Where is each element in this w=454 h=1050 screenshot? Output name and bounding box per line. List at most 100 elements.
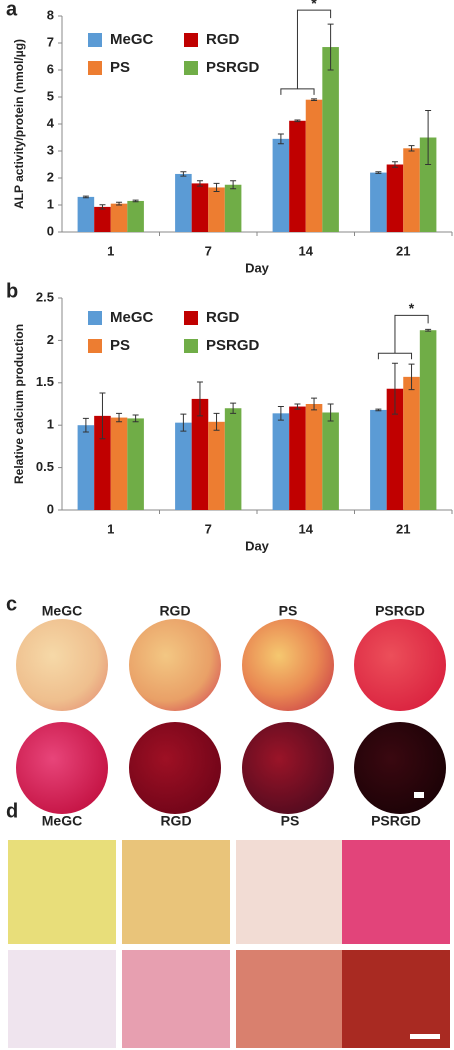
error-bar xyxy=(230,180,237,190)
y-axis-title: ALP activity/protein (nmol/µg) xyxy=(12,39,26,209)
bar xyxy=(403,148,420,232)
legend-swatch xyxy=(88,61,102,75)
y-axis-title: Relative calcium production xyxy=(12,324,26,484)
x-tick-label: 1 xyxy=(107,521,114,536)
stain-well xyxy=(354,722,446,814)
bar xyxy=(305,99,323,232)
column-label: PS xyxy=(281,813,300,829)
micrograph xyxy=(342,950,450,1048)
micrograph xyxy=(122,840,230,944)
y-tick-label: 0 xyxy=(47,223,54,238)
legend-label: PS xyxy=(110,59,130,76)
error-bar xyxy=(311,397,318,411)
micrograph xyxy=(122,950,230,1048)
error-bar xyxy=(277,406,284,421)
y-tick-label: 2 xyxy=(47,332,54,347)
bar xyxy=(110,203,128,232)
error-bar xyxy=(180,413,187,432)
error-bar xyxy=(213,412,220,431)
error-bar xyxy=(294,119,301,123)
error-bar xyxy=(116,412,123,423)
error-bar xyxy=(132,414,139,423)
error-bar xyxy=(277,133,284,145)
bar xyxy=(370,172,387,232)
error-bar xyxy=(375,171,382,174)
error-bar xyxy=(99,204,106,210)
panel-d-images xyxy=(8,840,450,1048)
legend-swatch xyxy=(184,339,198,353)
stain-well xyxy=(242,619,334,711)
legend-swatch xyxy=(184,311,198,325)
legend-label: RGD xyxy=(206,31,240,48)
bar xyxy=(272,413,290,510)
bar xyxy=(305,404,323,510)
error-bar xyxy=(425,328,432,332)
y-tick-label: 3 xyxy=(47,142,54,157)
error-bar xyxy=(391,161,398,168)
legend-swatch xyxy=(184,61,198,75)
scale-bar xyxy=(414,792,424,798)
y-tick-label: 8 xyxy=(47,7,54,22)
bar xyxy=(224,408,242,510)
significance-bracket xyxy=(377,314,429,360)
bar xyxy=(110,417,128,510)
bar xyxy=(191,398,209,510)
legend-label: MeGC xyxy=(110,309,154,326)
legend-label: PSRGD xyxy=(206,59,260,76)
micrograph xyxy=(236,950,344,1048)
error-bar xyxy=(116,201,123,206)
legend-label: PS xyxy=(110,337,130,354)
column-label: MeGC xyxy=(42,813,82,829)
bar xyxy=(208,421,225,510)
bar xyxy=(419,137,437,232)
stain-well xyxy=(129,619,221,711)
bar xyxy=(322,412,339,510)
stain-well xyxy=(354,619,446,711)
legend-label: PSRGD xyxy=(206,337,260,354)
y-tick-label: 7 xyxy=(47,34,54,49)
legend-swatch xyxy=(88,33,102,47)
x-tick-label: 14 xyxy=(299,521,314,536)
stain-well xyxy=(129,722,221,814)
panel-label: b xyxy=(6,280,18,302)
error-bar xyxy=(294,403,301,410)
bar xyxy=(289,120,306,232)
y-tick-label: 0.5 xyxy=(36,459,54,474)
bar xyxy=(386,164,404,232)
micrograph xyxy=(342,840,450,944)
panel-label: a xyxy=(6,0,18,20)
panel-label: d xyxy=(6,800,18,822)
stain-well xyxy=(242,722,334,814)
error-bar xyxy=(425,110,432,165)
y-tick-label: 1.5 xyxy=(36,374,54,389)
x-tick-label: 7 xyxy=(205,243,212,258)
error-bar xyxy=(408,363,415,391)
bar xyxy=(272,138,290,232)
micrograph xyxy=(236,840,344,944)
bar xyxy=(403,376,420,510)
y-tick-label: 2 xyxy=(47,169,54,184)
y-tick-label: 1 xyxy=(47,417,54,432)
bar xyxy=(175,173,192,232)
y-tick-label: 6 xyxy=(47,61,54,76)
bar xyxy=(175,422,192,510)
column-label: RGD xyxy=(160,813,191,829)
x-axis-title: Day xyxy=(245,538,270,553)
bar xyxy=(127,200,144,232)
y-tick-label: 1 xyxy=(47,196,54,211)
y-tick-label: 5 xyxy=(47,88,54,103)
y-tick-label: 4 xyxy=(47,115,55,130)
x-tick-label: 14 xyxy=(299,243,314,258)
micrograph xyxy=(8,840,116,944)
significance-bracket xyxy=(280,9,332,95)
error-bar xyxy=(327,403,334,422)
legend-swatch xyxy=(184,33,198,47)
x-tick-label: 7 xyxy=(205,521,212,536)
bar xyxy=(386,388,404,510)
legend-swatch xyxy=(88,311,102,325)
error-bar xyxy=(230,402,237,414)
bar xyxy=(191,183,209,232)
panel-label: c xyxy=(6,593,17,615)
error-bar xyxy=(408,145,415,152)
